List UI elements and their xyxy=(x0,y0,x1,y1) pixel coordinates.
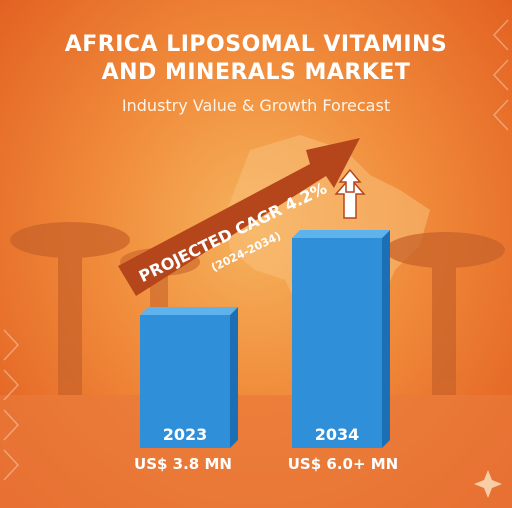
value-label-2023: US$ 3.8 MN xyxy=(134,455,232,473)
baobab-tree-right xyxy=(385,232,505,395)
value-label-2034: US$ 6.0+ MN xyxy=(287,455,399,473)
title-line-1: AFRICA LIPOSOMAL VITAMINS xyxy=(64,32,448,57)
bar-top-2023 xyxy=(140,307,238,315)
title-line-2: AND MINERALS MARKET xyxy=(101,60,411,85)
tribal-pattern-left xyxy=(3,329,20,481)
category-label-2034: 2034 xyxy=(315,425,360,444)
bar-2023 xyxy=(140,315,230,448)
sparkle-icon xyxy=(474,470,502,498)
tribal-pattern-right xyxy=(492,19,509,131)
up-arrow-small-icon xyxy=(338,168,362,193)
category-label-2023: 2023 xyxy=(163,425,208,444)
bar-2034 xyxy=(292,238,382,448)
growth-arrow xyxy=(118,138,360,296)
bar-top-2034 xyxy=(292,230,390,238)
up-arrow-icon xyxy=(334,176,366,219)
ground xyxy=(0,395,512,508)
bar-side-2023 xyxy=(230,307,238,448)
baobab-tree-left xyxy=(10,222,130,395)
bar-side-2034 xyxy=(382,230,390,448)
subtitle: Industry Value & Growth Forecast xyxy=(121,96,391,115)
